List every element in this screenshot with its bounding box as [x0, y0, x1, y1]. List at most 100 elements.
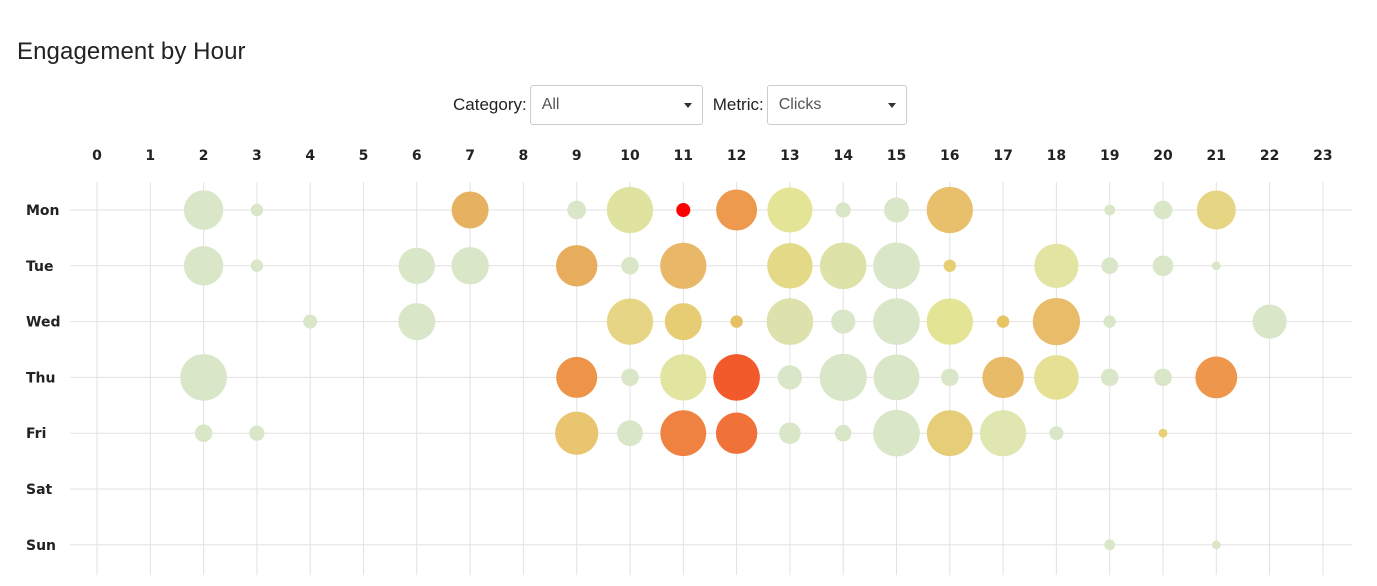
- x-tick-label: 22: [1260, 148, 1279, 164]
- metric-label: Metric:: [712, 95, 764, 114]
- bubble-point: [398, 247, 435, 284]
- bubble-point: [606, 186, 654, 234]
- bubble-point: [819, 242, 867, 290]
- page-title: Engagement by Hour: [17, 38, 246, 65]
- bubble-point: [767, 187, 813, 233]
- x-tick-label: 6: [412, 148, 422, 164]
- bubble-point: [779, 422, 801, 445]
- bubble-point: [835, 202, 851, 218]
- y-tick-label: Thu: [26, 370, 55, 386]
- bubble-point: [660, 410, 707, 457]
- bubble-point: [873, 242, 920, 290]
- y-tick-label: Sat: [26, 482, 53, 498]
- bubble-point: [249, 425, 265, 441]
- bubble-point: [1154, 368, 1172, 387]
- bubble-point: [873, 354, 920, 401]
- bubble-point: [716, 189, 758, 231]
- bubble-point: [777, 365, 803, 390]
- bubble-point: [1153, 200, 1173, 220]
- x-tick-label: 23: [1313, 148, 1332, 164]
- bubble-point: [1211, 261, 1221, 271]
- x-tick-label: 5: [359, 148, 369, 164]
- bubble-point: [660, 354, 707, 401]
- bubble-point: [980, 410, 1027, 457]
- bubble-point: [1103, 315, 1116, 328]
- x-tick-label: 4: [305, 148, 315, 164]
- x-tick-label: 9: [572, 148, 582, 164]
- x-tick-label: 19: [1100, 148, 1119, 164]
- bubble-point: [1152, 255, 1174, 277]
- y-tick-label: Mon: [26, 203, 60, 219]
- bubble-point: [715, 412, 758, 454]
- bubble-point: [660, 242, 707, 289]
- bubble-point: [1034, 355, 1079, 400]
- bubble-point: [996, 315, 1010, 328]
- x-tick-label: 1: [145, 148, 155, 164]
- metric-select[interactable]: Clicks: [766, 85, 907, 125]
- bubble-point: [1211, 540, 1221, 550]
- bubble-point: [194, 424, 213, 443]
- x-tick-label: 14: [833, 148, 853, 164]
- bubble-point: [873, 298, 920, 345]
- x-tick-label: 11: [674, 148, 693, 164]
- bubble-point: [1196, 190, 1236, 230]
- chevron-down-icon: [887, 103, 896, 108]
- bubble-point: [884, 197, 909, 223]
- chart-controls: Category: All Metric: Clicks: [453, 84, 907, 126]
- bubble-point: [1195, 356, 1238, 399]
- bubble-point: [180, 354, 227, 401]
- category-label: Category:: [453, 95, 527, 114]
- bubble-point: [303, 314, 318, 329]
- bubble-point: [567, 200, 587, 220]
- category-select[interactable]: All: [529, 85, 703, 125]
- bubble-point: [621, 368, 639, 387]
- x-tick-label: 8: [519, 148, 529, 164]
- x-tick-label: 12: [727, 148, 746, 164]
- x-tick-label: 7: [465, 148, 475, 164]
- bubble-point: [451, 247, 489, 285]
- bubble-point: [926, 410, 973, 457]
- bubble-point: [1034, 243, 1079, 288]
- bubble-point: [873, 409, 920, 457]
- bubble-point: [1101, 257, 1118, 275]
- bubble-point: [250, 259, 264, 272]
- bubble-point: [1100, 368, 1119, 387]
- x-tick-label: 15: [887, 148, 906, 164]
- bubble-point: [926, 298, 973, 345]
- category-select-value: All: [541, 96, 560, 113]
- x-tick-label: 0: [92, 148, 102, 164]
- x-tick-label: 16: [940, 148, 959, 164]
- bubble-point: [831, 309, 856, 334]
- x-tick-label: 20: [1153, 148, 1173, 164]
- bubble-point: [767, 243, 813, 289]
- x-tick-label: 2: [199, 148, 209, 164]
- bubble-point: [617, 420, 643, 447]
- bubble-point: [1104, 204, 1116, 216]
- bubble-point: [1104, 539, 1116, 551]
- bubble-point: [183, 246, 224, 286]
- x-tick-label: 13: [780, 148, 799, 164]
- bubble-point: [982, 356, 1024, 399]
- x-tick-label: 3: [252, 148, 262, 164]
- bubble-point: [941, 368, 959, 387]
- bubble-point: [451, 191, 489, 229]
- bubble-point: [621, 257, 639, 275]
- x-tick-label: 17: [993, 148, 1012, 164]
- y-tick-label: Fri: [26, 426, 46, 442]
- metric-select-value: Clicks: [778, 96, 822, 113]
- x-tick-label: 18: [1047, 148, 1066, 164]
- y-tick-label: Sun: [26, 538, 56, 554]
- bubble-point: [730, 315, 743, 328]
- bubble-point: [834, 424, 852, 442]
- y-tick-label: Tue: [26, 259, 53, 275]
- y-tick-label: Wed: [26, 315, 60, 331]
- bubble-point: [556, 245, 598, 287]
- chevron-down-icon: [683, 103, 692, 108]
- bubble-point: [556, 356, 598, 398]
- bubble-point: [1252, 304, 1287, 339]
- bubble-point: [926, 186, 973, 234]
- bubble-point: [1032, 298, 1080, 346]
- bubble-point: [713, 354, 760, 401]
- bubble-point: [943, 259, 956, 272]
